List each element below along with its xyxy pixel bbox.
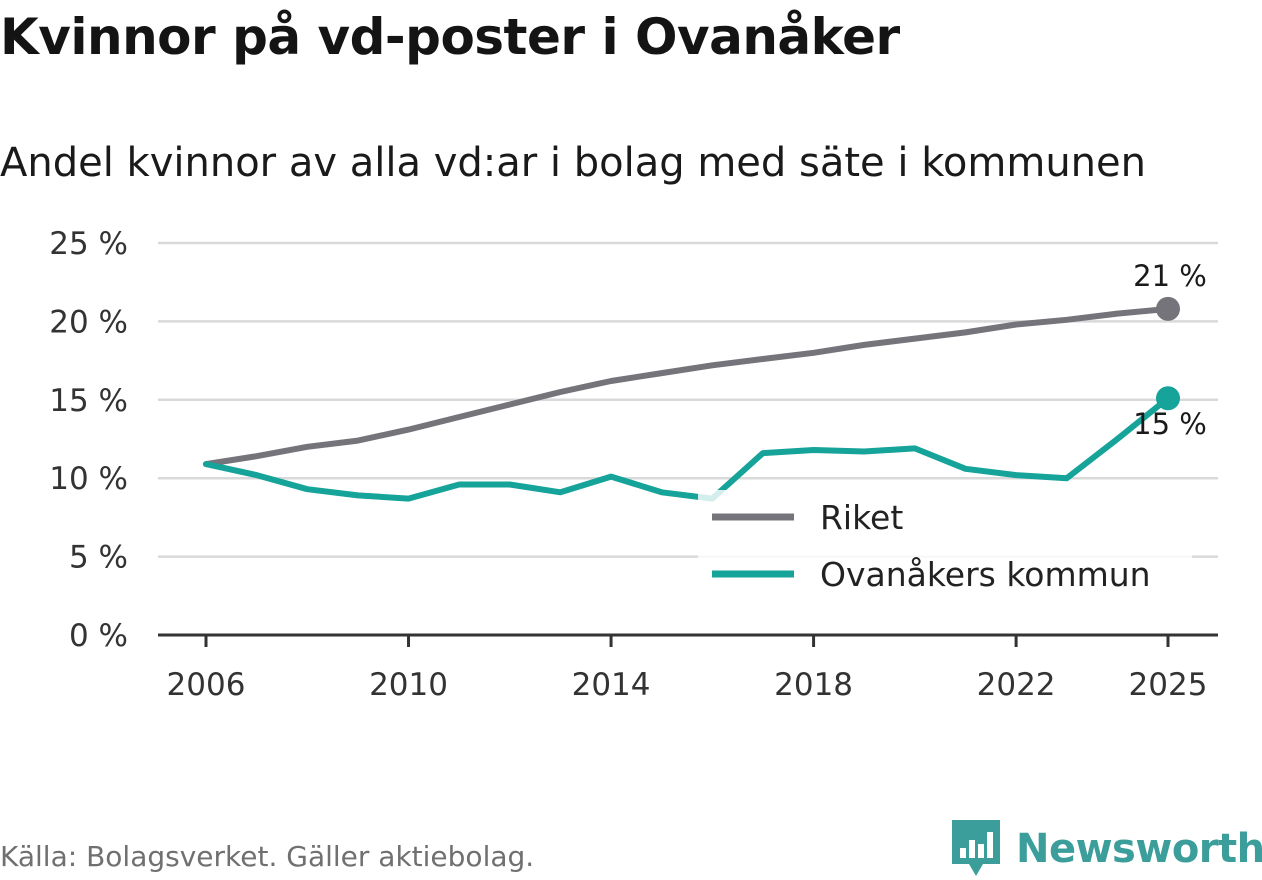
y-tick-label: 0 % [69,618,128,654]
brand-name: Newsworthy [1016,826,1262,872]
x-tick-label: 2010 [369,667,448,703]
y-tick-label: 10 % [49,461,128,497]
series-line-ovanaker [203,395,1171,502]
end-labels: 21 % 15 % [1133,259,1207,441]
legend-background [698,490,1192,608]
x-tick-label: 2022 [977,667,1056,703]
y-tick-label: 20 % [49,304,128,340]
y-axis-ticks: 0 % 5 % 10 % 15 % 20 % 25 % [49,226,128,654]
legend: Riket Ovanåkers kommun [698,490,1192,608]
source-note: Källa: Bolagsverket. Gäller aktiebolag. [0,840,535,873]
chart-subtitle: Andel kvinnor av alla vd:ar i bolag med … [0,140,1146,186]
series-end-label: 21 % [1133,259,1207,293]
y-tick-label: 5 % [69,540,128,576]
chart-title: Kvinnor på vd-poster i Ovanåker [0,8,900,66]
series-end-point [1156,386,1180,411]
x-tick-label: 2018 [774,667,853,703]
x-tick-label: 2006 [167,667,246,703]
legend-label: Riket [820,498,903,537]
x-tick-label: 2014 [572,667,651,703]
y-tick-label: 25 % [49,226,128,262]
series-lines [203,296,1180,502]
series-line-riket [203,305,1171,468]
brand-logo: Newsworthy [950,818,1262,880]
legend-label: Ovanåkers kommun [820,555,1151,594]
x-axis: 2006 2010 2014 2018 2022 2025 [158,633,1218,703]
y-tick-label: 15 % [49,383,128,419]
series-end-label: 15 % [1133,407,1207,441]
series-end-point [1156,296,1180,321]
x-tick-label: 2025 [1129,667,1208,703]
bar-chart-speech-bubble-icon [952,820,1000,876]
